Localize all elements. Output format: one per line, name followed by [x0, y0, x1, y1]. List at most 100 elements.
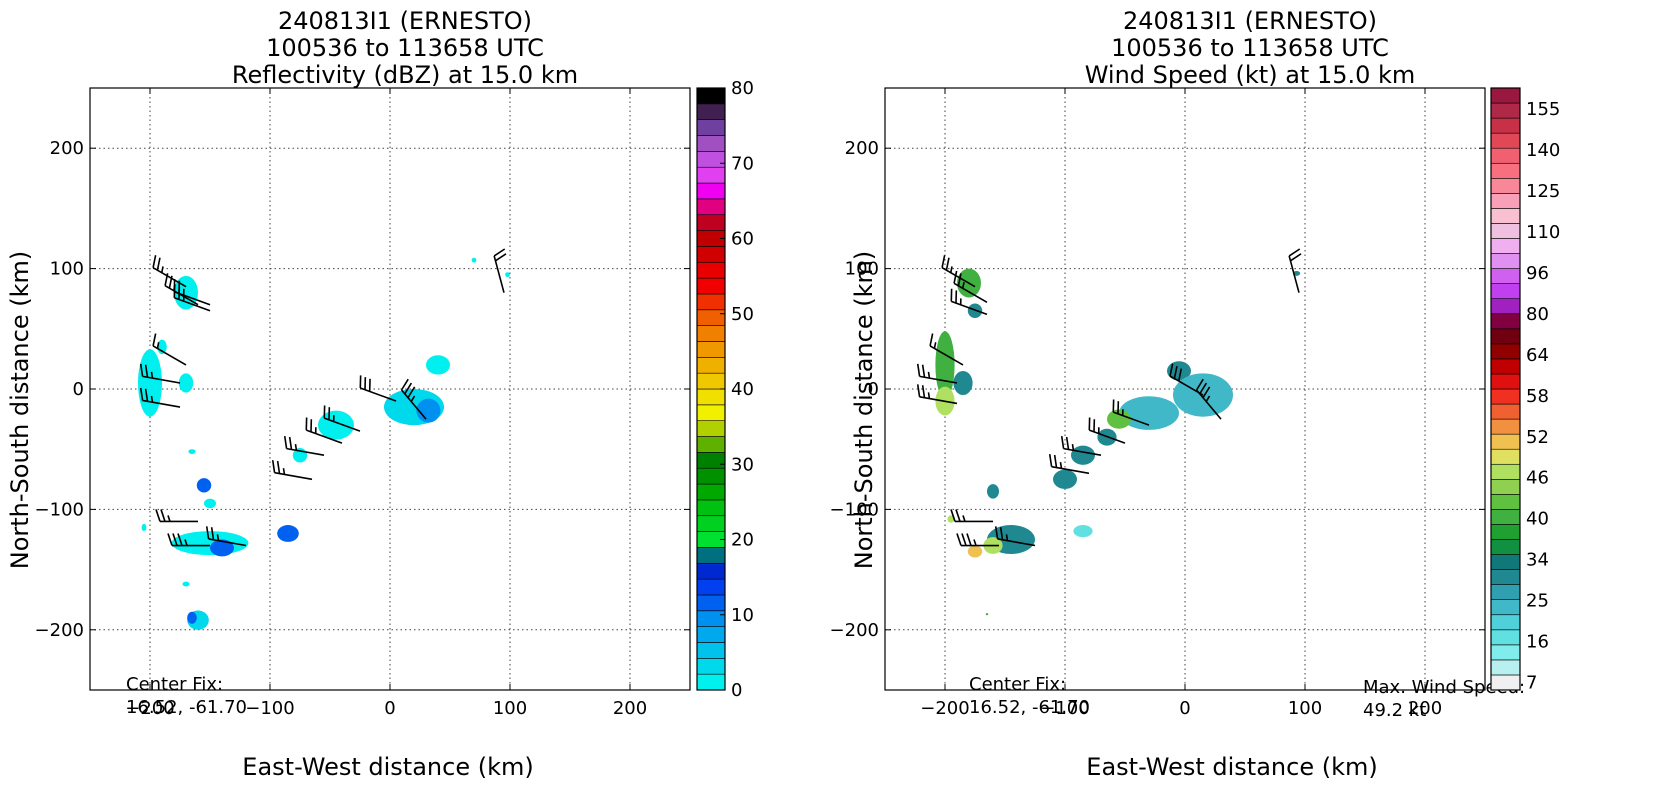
colorbar-frame: [1490, 87, 1521, 691]
colorbar-tick-label: 125: [1526, 181, 1560, 202]
wind-barb-feather: [1048, 454, 1053, 467]
right-y-axis-label: North-South distance (km): [850, 251, 878, 570]
wind-barb-feather: [1195, 378, 1204, 391]
colorbar-tick-label: 58: [1526, 386, 1549, 407]
wind-barb-feather: [152, 333, 157, 347]
wind-barb-staff: [286, 447, 325, 457]
colorbar-segment: [1490, 463, 1521, 480]
wind-barb-feather: [955, 509, 961, 522]
x-tick-label: 100: [493, 698, 527, 719]
wind-barb-staff: [953, 282, 988, 304]
wind-barb-half-feather: [949, 266, 953, 273]
colorbar-segment: [1490, 418, 1521, 435]
wind-barb-staff: [208, 538, 247, 547]
y-tick-label: −200: [830, 620, 879, 641]
left-center-fix-value: 16.52, -61.70: [126, 697, 247, 718]
wind-barb-feather: [1169, 363, 1174, 377]
wind-barb-half-feather: [410, 395, 416, 402]
wind-barb-feather: [400, 378, 409, 391]
left-title-line-3: Reflectivity (dBZ) at 15.0 km: [232, 61, 578, 89]
colorbar-tick-label: 70: [731, 153, 754, 174]
colorbar-segment: [1490, 193, 1521, 209]
colorbar-segment: [1490, 644, 1521, 661]
colorbar-tick-label: 7: [1526, 672, 1537, 693]
colorbar-segment: [1490, 659, 1521, 676]
colorbar-segment: [696, 119, 726, 136]
wind-speed-cell: [1167, 361, 1191, 381]
wind-barb-feather: [1177, 368, 1183, 382]
wind-barb-half-feather: [294, 443, 298, 451]
colorbar-segment: [1490, 162, 1521, 179]
wind-barb-feather: [921, 385, 926, 398]
wind-barb-feather: [921, 364, 926, 378]
colorbar-segment: [696, 388, 726, 406]
colorbar-segment: [696, 547, 726, 564]
colorbar-segment: [1490, 614, 1521, 631]
colorbar-segment: [1490, 223, 1521, 239]
colorbar-segment: [696, 309, 726, 326]
colorbar-tick-label: 60: [731, 229, 754, 250]
wind-barb-feather: [177, 533, 183, 546]
reflectivity-colorbar: 0 10 20 30 40 50 60 70 80: [696, 78, 754, 701]
colorbar-segment: [696, 357, 726, 374]
max-wind-speed-label: Max. Wind Speed:: [1363, 677, 1525, 698]
wind-speed-cell: [953, 370, 973, 396]
wind-barb-feather: [407, 386, 416, 399]
wind-speed-plot-area: −200 −100 0 100 200 −200 −100 0 100 200: [830, 87, 1486, 719]
wind-barb-staff: [174, 296, 211, 312]
colorbar-tick-label: 40: [1526, 509, 1549, 530]
colorbar-tick-label: 46: [1526, 468, 1549, 489]
wind-speed-cell: [987, 484, 999, 499]
wind-barb-feather: [1202, 386, 1211, 399]
right-center-fix-label: Center Fix:: [969, 674, 1066, 695]
colorbar-segment: [696, 610, 726, 627]
right-center-fix-value: 16.52, -61.70: [969, 697, 1090, 718]
wind-barb-feather: [1290, 253, 1302, 262]
x-tick-label: 100: [1288, 698, 1322, 719]
colorbar-segment: [696, 325, 726, 342]
colorbar-tick-label: 140: [1526, 140, 1560, 161]
reflectivity-echo: [471, 257, 477, 263]
left-center-fix-label: Center Fix:: [126, 674, 223, 695]
reflectivity-echo: [188, 449, 196, 455]
colorbar-tick-label: 25: [1526, 591, 1549, 612]
wind-barb-feather: [288, 436, 293, 450]
colorbar-segment: [1490, 268, 1521, 284]
x-tick-label: −100: [1040, 698, 1089, 719]
wind-barb-half-feather: [1205, 395, 1211, 402]
wind-barb-half-feather: [973, 539, 977, 546]
colorbar-segment: [696, 658, 726, 675]
wind-barb-feather: [953, 270, 958, 284]
wind-barb-feather: [941, 255, 946, 268]
colorbar-tick-label: 0: [731, 680, 742, 701]
colorbar-segment: [696, 135, 726, 152]
wind-barb-half-feather: [1005, 534, 1009, 541]
wind-barb-half-feather: [962, 515, 966, 522]
wind-speed-cell: [1073, 525, 1093, 538]
x-tick-label: −200: [125, 698, 174, 719]
wind-barb-feather: [172, 533, 178, 546]
wind-barb-staff: [919, 396, 958, 405]
colorbar-segment: [1490, 388, 1521, 405]
colorbar-segment: [1490, 539, 1521, 555]
y-tick-label: −100: [830, 499, 879, 520]
left-title-line-2: 100536 to 113658 UTC: [266, 34, 544, 62]
wind-barb-feather: [271, 460, 276, 473]
x-tick-label: 200: [1408, 698, 1442, 719]
max-wind-speed-value: 49.2 kt: [1363, 700, 1426, 721]
colorbar-segment: [1490, 328, 1521, 345]
colorbar-segment: [1490, 117, 1521, 134]
colorbar-segment: [696, 214, 726, 231]
wind-barb-half-feather: [160, 266, 164, 273]
reflectivity-plot-area: −200 −100 0 100 200 −200 −100 0 100 200: [35, 87, 691, 719]
wind-barb-feather: [916, 363, 921, 377]
colorbar-segment: [1490, 478, 1521, 495]
wind-barb-half-feather: [927, 392, 931, 399]
reflectivity-echo: [187, 611, 197, 624]
colorbar-segment: [1490, 584, 1521, 601]
wind-barb-feather: [144, 388, 149, 402]
reflectivity-echo: [182, 581, 190, 587]
left-x-axis-label: East-West distance (km): [242, 753, 533, 781]
wind-barb-staff: [174, 290, 211, 306]
wind-barb-half-feather: [156, 342, 160, 349]
